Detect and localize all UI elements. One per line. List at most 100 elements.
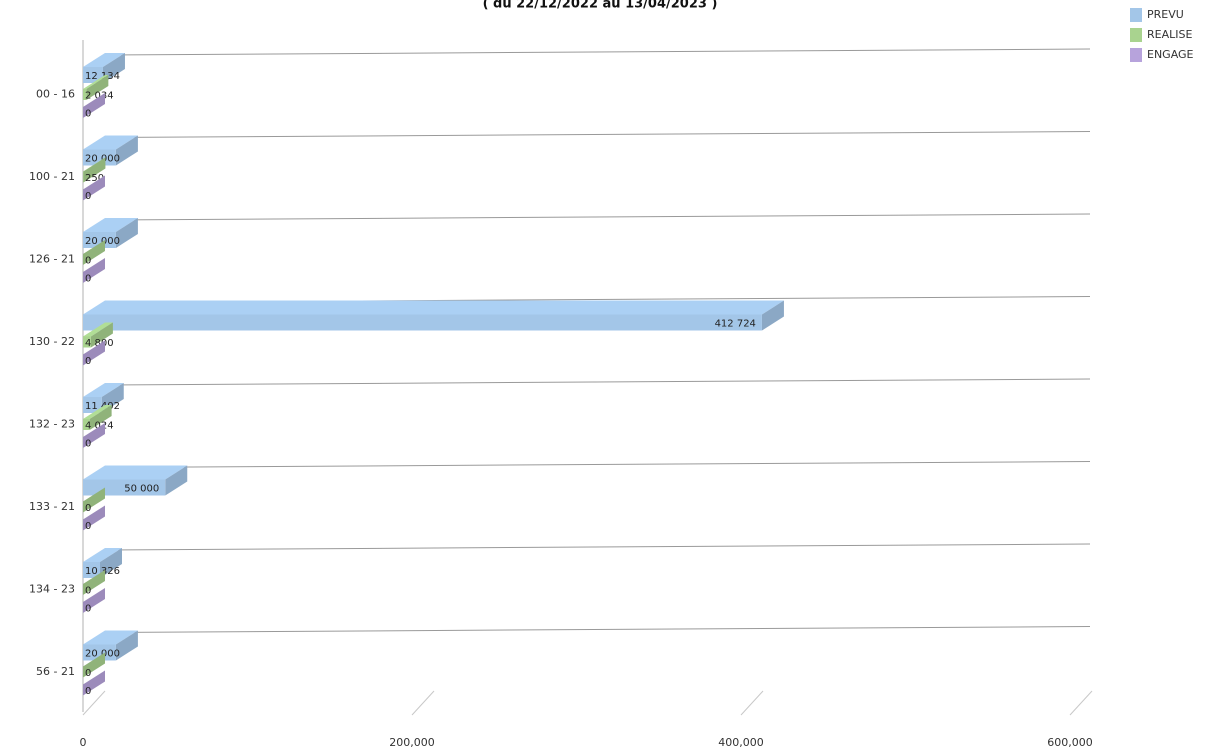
x-tick-label: 600,000	[1047, 736, 1093, 749]
bar-depth	[83, 322, 113, 337]
data-label: 0	[85, 503, 91, 514]
data-label: 0	[85, 109, 91, 120]
bar-depth	[83, 465, 188, 480]
category-separator	[104, 461, 1091, 468]
legend-label: PREVU	[1147, 8, 1184, 21]
bar-side	[83, 652, 105, 678]
x-tick-mark	[1069, 690, 1093, 716]
y-tick-label: 100 - 21	[29, 170, 75, 183]
bar-side	[83, 240, 105, 265]
bar-depth	[83, 630, 138, 645]
bar-side	[99, 548, 122, 578]
bar	[83, 149, 116, 166]
category-separator	[104, 626, 1091, 633]
bar	[83, 562, 100, 578]
data-label: 20 000	[85, 236, 120, 247]
data-label: 250	[85, 173, 104, 184]
bar-depth	[83, 405, 112, 419]
data-label: 0	[85, 356, 91, 367]
bar-side	[165, 465, 188, 496]
chart-subtitle: ( du 22/12/2022 au 13/04/2023 )	[483, 0, 718, 12]
category-separator	[104, 48, 1091, 56]
bar-side	[83, 670, 105, 696]
legend-swatch	[1130, 28, 1142, 42]
data-label: 12 134	[85, 71, 120, 82]
bar-depth	[83, 383, 124, 397]
x-tick-mark	[411, 690, 435, 716]
data-label: 20 000	[85, 154, 120, 165]
bar-side	[83, 258, 105, 283]
bar-side	[83, 93, 105, 118]
y-tick-label: 56 - 21	[36, 665, 75, 678]
bar-side	[83, 157, 106, 183]
bar-side	[90, 322, 113, 348]
data-label: 0	[85, 439, 91, 450]
bar	[83, 336, 91, 348]
bar	[83, 397, 102, 413]
data-label: 4 024	[85, 421, 114, 432]
data-label: 0	[85, 668, 91, 679]
data-label: 0	[85, 586, 91, 597]
bar-depth	[83, 548, 122, 562]
y-tick-label: 134 - 23	[29, 582, 75, 595]
y-tick-label: 132 - 23	[29, 417, 75, 430]
bar-side	[83, 487, 105, 513]
data-label: 0	[85, 256, 91, 267]
bar-side	[761, 300, 784, 331]
bar	[83, 67, 103, 83]
bar	[83, 232, 116, 248]
bar	[83, 314, 762, 331]
y-tick-label: 00 - 16	[36, 87, 75, 100]
data-label: 10 326	[85, 566, 120, 577]
data-label: 0	[85, 191, 91, 202]
category-separator	[104, 543, 1091, 551]
category-separator	[104, 213, 1091, 221]
bar-depth	[83, 135, 138, 150]
data-label: 0	[85, 521, 91, 532]
category-separator	[104, 131, 1091, 138]
bar-depth	[83, 157, 106, 172]
legend-swatch	[1130, 48, 1142, 62]
legend-label: REALISE	[1147, 28, 1192, 41]
data-label: 0	[85, 686, 91, 697]
bar-side	[83, 588, 105, 613]
legend-label: ENGAGE	[1147, 48, 1194, 61]
x-tick-mark	[740, 690, 764, 716]
x-tick-label: 200,000	[389, 736, 435, 749]
data-label: 412 724	[715, 319, 756, 330]
bar-side	[83, 423, 105, 448]
bar	[83, 419, 90, 430]
bar-side	[102, 53, 125, 83]
bar	[83, 644, 116, 661]
bar-depth	[83, 53, 125, 67]
bar-side	[115, 630, 138, 661]
x-tick-mark	[82, 690, 106, 716]
bar-depth	[83, 75, 109, 89]
bar-side	[86, 75, 109, 100]
y-tick-label: 130 - 22	[29, 335, 75, 348]
bar	[83, 89, 87, 100]
data-label: 11 402	[85, 401, 120, 412]
bar-depth	[83, 218, 138, 232]
data-label: 2 034	[85, 91, 114, 102]
category-separator	[104, 378, 1091, 386]
y-tick-label: 133 - 21	[29, 500, 75, 513]
data-label: 0	[85, 274, 91, 285]
data-label: 50 000	[124, 484, 159, 495]
bar-side	[115, 135, 138, 166]
data-label: 0	[85, 604, 91, 615]
bar-side	[83, 175, 105, 201]
data-label: 20 000	[85, 649, 120, 660]
bar-side	[89, 405, 112, 430]
y-tick-label: 126 - 21	[29, 252, 75, 265]
x-tick-label: 400,000	[718, 736, 764, 749]
bar-side	[83, 340, 105, 366]
bar-side	[83, 570, 105, 595]
bar-side	[83, 505, 105, 531]
data-label: 4 800	[85, 338, 114, 349]
x-tick-label: 0	[80, 736, 87, 749]
bar-depth	[83, 300, 784, 315]
legend-swatch	[1130, 8, 1142, 22]
bar-side	[115, 218, 138, 248]
